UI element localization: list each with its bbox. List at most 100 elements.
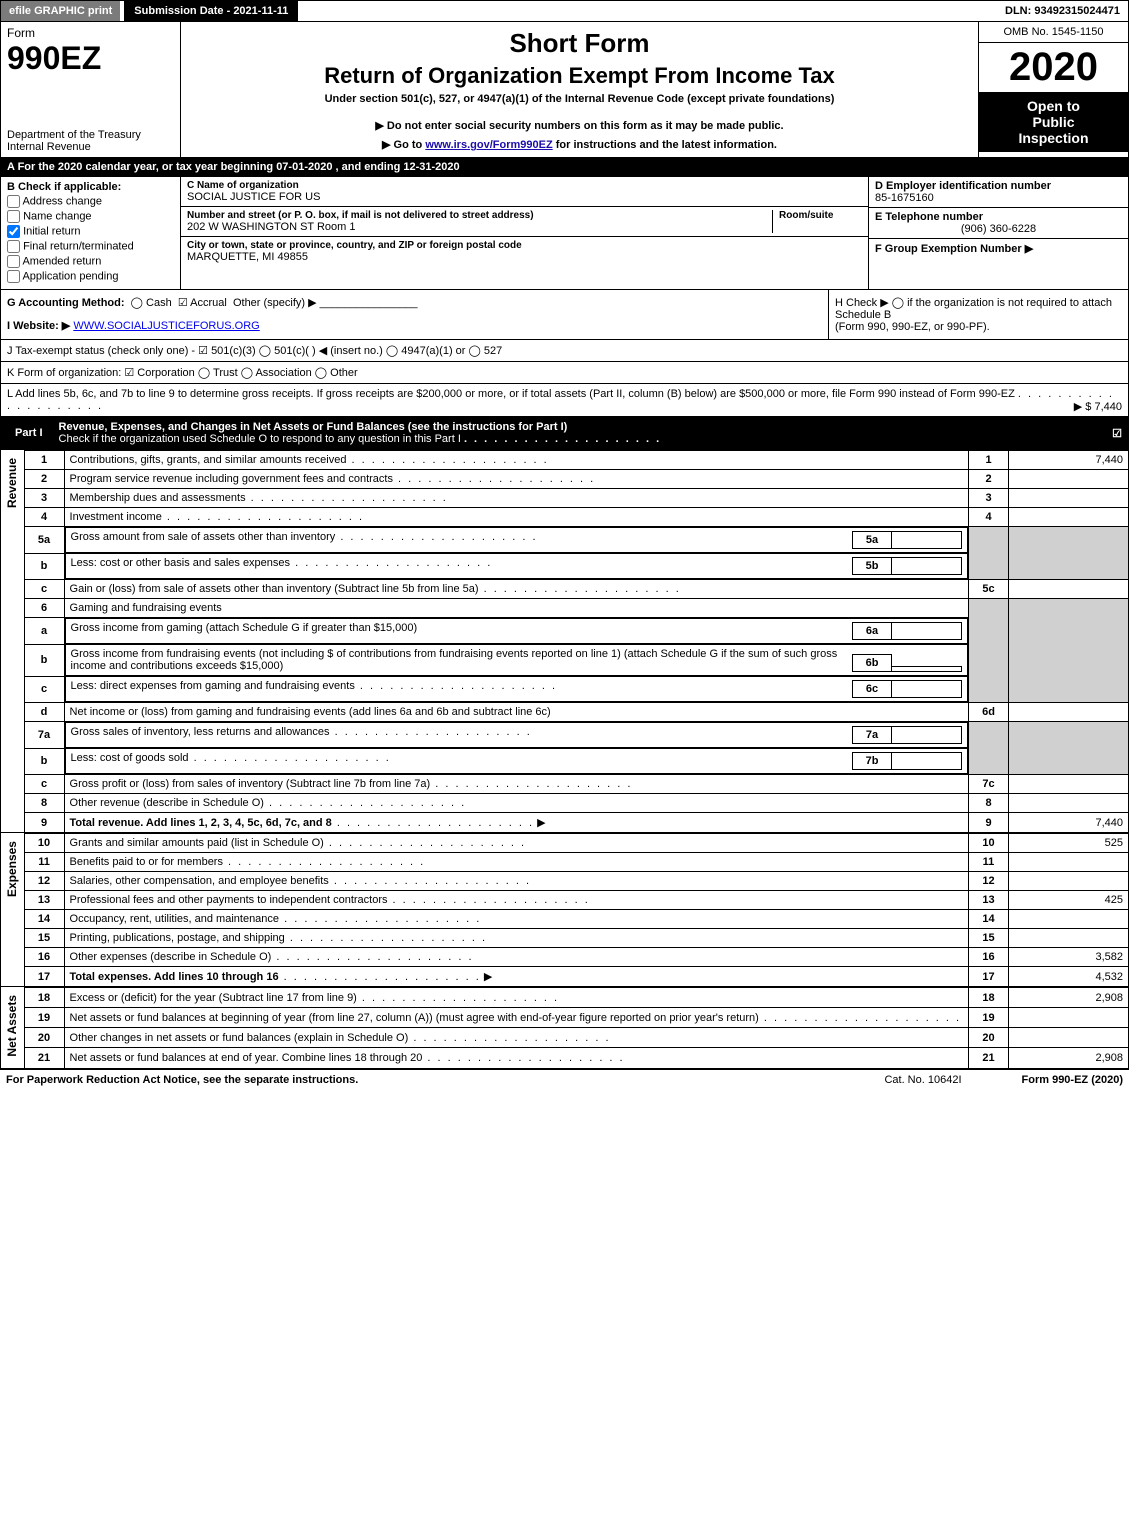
top-bar: efile GRAPHIC print Submission Date - 20… <box>0 0 1129 22</box>
line-7c: cGross profit or (loss) from sales of in… <box>24 775 1128 794</box>
line-10: 10Grants and similar amounts paid (list … <box>24 834 1128 853</box>
omb-number: OMB No. 1545-1150 <box>979 22 1128 43</box>
c-name-label: C Name of organization <box>187 180 862 191</box>
c-address-cell: Number and street (or P. O. box, if mail… <box>181 207 868 237</box>
goto-instructions: ▶ Go to www.irs.gov/Form990EZ for instru… <box>191 138 968 151</box>
website-link[interactable]: WWW.SOCIALJUSTICEFORUS.ORG <box>73 320 259 332</box>
side-label-net-assets: Net Assets <box>0 987 24 1069</box>
line-3: 3Membership dues and assessments3 <box>24 489 1128 508</box>
open-line-2: Public <box>983 114 1124 130</box>
form-reference: Form 990-EZ (2020) <box>1022 1074 1123 1086</box>
footer: For Paperwork Reduction Act Notice, see … <box>0 1069 1129 1090</box>
line-12: 12Salaries, other compensation, and empl… <box>24 872 1128 891</box>
g-accrual: Accrual <box>190 297 227 309</box>
d-label: D Employer identification number <box>875 180 1122 192</box>
check-initial-return[interactable]: Initial return <box>7 225 174 238</box>
header-right: OMB No. 1545-1150 2020 Open to Public In… <box>978 22 1128 157</box>
col-b: B Check if applicable: Address change Na… <box>1 177 181 289</box>
part-title: Revenue, Expenses, and Changes in Net As… <box>59 421 1113 445</box>
line-6c: cLess: direct expenses from gaming and f… <box>24 676 1128 703</box>
check-final-return[interactable]: Final return/terminated <box>7 240 174 253</box>
org-name: SOCIAL JUSTICE FOR US <box>187 191 862 203</box>
h-schedule-b: H Check ▶ ◯ if the organization is not r… <box>828 290 1128 339</box>
subtitle: Under section 501(c), 527, or 4947(a)(1)… <box>191 93 968 105</box>
line-20: 20Other changes in net assets or fund ba… <box>24 1028 1128 1048</box>
dots <box>464 433 661 445</box>
l-gross-receipts: L Add lines 5b, 6c, and 7b to line 9 to … <box>0 384 1129 417</box>
line-5b: bLess: cost or other basis and sales exp… <box>24 553 1128 580</box>
line-6a: aGross income from gaming (attach Schedu… <box>24 618 1128 645</box>
col-def: D Employer identification number 85-1675… <box>868 177 1128 289</box>
check-name-change[interactable]: Name change <box>7 210 174 223</box>
line-6: 6Gaming and fundraising events <box>24 599 1128 618</box>
part-1-header: Part I Revenue, Expenses, and Changes in… <box>0 417 1129 450</box>
dept-line-2: Internal Revenue <box>7 141 174 153</box>
line-6d: dNet income or (loss) from gaming and fu… <box>24 703 1128 722</box>
line-18: 18Excess or (deficit) for the year (Subt… <box>24 988 1128 1008</box>
line-7a: 7aGross sales of inventory, less returns… <box>24 722 1128 749</box>
part-check[interactable]: ☑ <box>1112 427 1122 440</box>
check-label: Name change <box>23 210 92 222</box>
short-form-title: Short Form <box>191 28 968 59</box>
h-text-1: H Check ▶ ◯ if the organization is not r… <box>835 296 1122 321</box>
revenue-table: 1Contributions, gifts, grants, and simil… <box>24 450 1129 833</box>
line-5a: 5aGross amount from sale of assets other… <box>24 527 1128 554</box>
g-label: G Accounting Method: <box>7 297 125 309</box>
row-a-calendar-year: A For the 2020 calendar year, or tax yea… <box>0 158 1129 177</box>
tax-year: 2020 <box>979 43 1128 92</box>
header: Form 990EZ Department of the Treasury In… <box>0 22 1129 158</box>
net-assets-section: Net Assets 18Excess or (deficit) for the… <box>0 987 1129 1069</box>
side-label-expenses: Expenses <box>0 833 24 987</box>
ssn-warning: ▶ Do not enter social security numbers o… <box>191 119 968 132</box>
block-bcdef: B Check if applicable: Address change Na… <box>0 177 1129 290</box>
check-address-change[interactable]: Address change <box>7 195 174 208</box>
open-line-1: Open to <box>983 98 1124 114</box>
return-title: Return of Organization Exempt From Incom… <box>191 63 968 89</box>
form-word: Form <box>7 26 174 40</box>
h-text-2: (Form 990, 990-EZ, or 990-PF). <box>835 321 1122 333</box>
line-1: 1Contributions, gifts, grants, and simil… <box>24 451 1128 470</box>
side-label-revenue: Revenue <box>0 450 24 833</box>
open-to-public: Open to Public Inspection <box>979 92 1128 152</box>
ein-value: 85-1675160 <box>875 192 1122 204</box>
check-label: Address change <box>22 195 102 207</box>
check-label: Amended return <box>22 255 101 267</box>
i-label: I Website: ▶ <box>7 320 70 332</box>
c-city-label: City or town, state or province, country… <box>187 240 862 251</box>
part-subtitle: Check if the organization used Schedule … <box>59 433 461 445</box>
department: Department of the Treasury Internal Reve… <box>7 129 174 153</box>
line-15: 15Printing, publications, postage, and s… <box>24 929 1128 948</box>
col-c: C Name of organization SOCIAL JUSTICE FO… <box>181 177 868 289</box>
goto-link[interactable]: www.irs.gov/Form990EZ <box>425 139 552 151</box>
dept-line-1: Department of the Treasury <box>7 129 174 141</box>
c-city-cell: City or town, state or province, country… <box>181 237 868 266</box>
line-21: 21Net assets or fund balances at end of … <box>24 1048 1128 1068</box>
line-19: 19Net assets or fund balances at beginni… <box>24 1008 1128 1028</box>
g-other: Other (specify) ▶ <box>233 297 317 309</box>
paperwork-notice: For Paperwork Reduction Act Notice, see … <box>6 1074 358 1086</box>
g-accounting: G Accounting Method: ◯ Cash ☑ Accrual Ot… <box>1 290 828 339</box>
org-city: MARQUETTE, MI 49855 <box>187 251 862 263</box>
check-amended-return[interactable]: Amended return <box>7 255 174 268</box>
j-tax-exempt: J Tax-exempt status (check only one) - ☑… <box>0 340 1129 362</box>
line-11: 11Benefits paid to or for members11 <box>24 853 1128 872</box>
goto-post: for instructions and the latest informat… <box>556 139 777 151</box>
expenses-table: 10Grants and similar amounts paid (list … <box>24 833 1129 987</box>
submission-date: Submission Date - 2021-11-11 <box>124 1 298 21</box>
net-assets-table: 18Excess or (deficit) for the year (Subt… <box>24 987 1129 1069</box>
e-label: E Telephone number <box>875 211 1122 223</box>
d-ein-cell: D Employer identification number 85-1675… <box>869 177 1128 208</box>
part-number: Part I <box>7 425 51 441</box>
line-9: 9Total revenue. Add lines 1, 2, 3, 4, 5c… <box>24 813 1128 833</box>
b-header: B Check if applicable: <box>7 181 174 193</box>
k-form-org: K Form of organization: ☑ Corporation ◯ … <box>0 362 1129 384</box>
check-application-pending[interactable]: Application pending <box>7 270 174 283</box>
e-phone-cell: E Telephone number (906) 360-6228 <box>869 208 1128 239</box>
line-17: 17Total expenses. Add lines 10 through 1… <box>24 967 1128 987</box>
check-label: Initial return <box>23 225 80 237</box>
l-text: L Add lines 5b, 6c, and 7b to line 9 to … <box>7 388 1015 400</box>
expenses-section: Expenses 10Grants and similar amounts pa… <box>0 833 1129 987</box>
c-addr-label: Number and street (or P. O. box, if mail… <box>187 210 772 221</box>
f-group-cell: F Group Exemption Number ▶ <box>869 239 1128 258</box>
room-label: Room/suite <box>779 210 862 221</box>
